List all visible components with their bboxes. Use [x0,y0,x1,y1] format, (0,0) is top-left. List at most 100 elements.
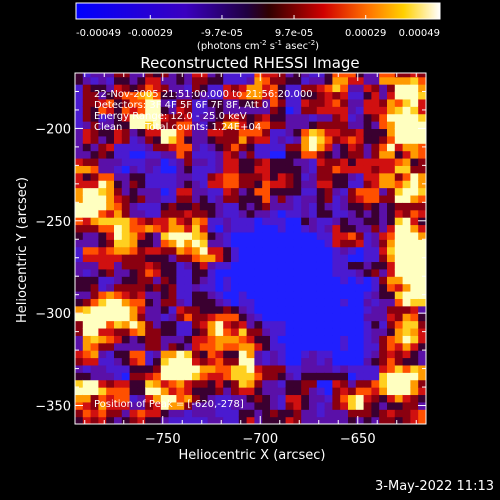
heatmap-cell [199,335,209,344]
heatmap-cell [332,98,341,107]
heatmap-cell [238,364,248,373]
heatmap-cell [238,135,248,144]
heatmap-cell [394,387,404,396]
heatmap-cell [316,76,326,85]
heatmap-cell [231,246,240,255]
heatmap-cell [418,372,426,381]
heatmap-cell [355,231,365,240]
heatmap-cell [293,387,302,396]
heatmap-cell [355,98,365,107]
heatmap-cell [207,76,216,85]
heatmap-cell [106,416,115,424]
heatmap-cell [410,335,419,344]
heatmap-cell [324,150,333,159]
heatmap-cell [355,239,365,248]
heatmap-cell [199,224,209,233]
heatmap-cell [129,364,138,373]
heatmap-cell [106,150,115,159]
heatmap-cell [145,187,154,196]
heatmap-cell [137,276,146,285]
heatmap-cell [207,231,216,240]
heatmap-cell [332,372,341,381]
heatmap-cell [418,305,426,314]
heatmap-cell [355,313,365,322]
heatmap-cell [129,320,138,329]
heatmap-cell [207,98,216,107]
heatmap-cell [324,357,333,366]
heatmap-cell [309,276,318,285]
heatmap-cell [231,73,240,78]
heatmap-cell [316,180,326,189]
heatmap-cell [285,165,294,174]
heatmap-cell [121,187,131,196]
heatmap-cell [238,357,248,366]
heatmap-cell [176,224,185,233]
heatmap-cell [106,217,115,226]
heatmap-cell [348,202,357,211]
heatmap-cell [98,91,107,100]
heatmap-cell [207,121,216,130]
heatmap-cell [402,209,411,218]
heatmap-cell [121,172,131,181]
heatmap-cell [324,335,333,344]
heatmap-cell [176,290,185,299]
heatmap-cell [215,98,224,107]
heatmap-cell [371,313,380,322]
heatmap-cell [129,209,138,218]
heatmap-cell [324,313,333,322]
heatmap-cell [387,91,396,100]
heatmap-cell [316,73,326,78]
heatmap-cell [238,202,248,211]
heatmap-cell [309,224,318,233]
heatmap-cell [184,113,193,122]
heatmap-cell [270,113,279,122]
heatmap-cell [262,194,271,203]
heatmap-cell [137,121,146,130]
heatmap-cell [82,187,92,196]
heatmap-cell [285,298,294,307]
heatmap-cell [184,172,193,181]
heatmap-cell [121,231,131,240]
heatmap-cell [192,350,201,359]
heatmap-cell [145,98,154,107]
heatmap-cell [277,73,287,78]
heatmap-cell [402,76,411,85]
heatmap-cell [168,113,177,122]
heatmap-cell [184,409,193,418]
heatmap-cell [223,283,232,292]
heatmap-cell [316,409,326,418]
heatmap-cell [90,98,99,107]
heatmap-cell [176,320,185,329]
heatmap-cell [168,180,177,189]
heatmap-cell [121,313,131,322]
heatmap-cell [270,261,279,270]
heatmap-cell [332,180,341,189]
heatmap-cell [215,180,224,189]
heatmap-cell [332,327,341,336]
heatmap-cell [184,246,193,255]
heatmap-cell [246,165,255,174]
heatmap-cell [371,121,380,130]
heatmap-cell [160,84,170,93]
heatmap-cell [215,84,224,93]
heatmap-cell [176,327,185,336]
heatmap-cell [75,298,84,307]
heatmap-cell [90,113,99,122]
heatmap-cell [176,150,185,159]
heatmap-cell [238,76,248,85]
heatmap-cell [153,239,162,248]
heatmap-cell [192,194,201,203]
heatmap-cell [371,98,380,107]
heatmap-cell [371,276,380,285]
heatmap-cell [254,84,263,93]
heatmap-cell [332,187,341,196]
heatmap-cell [207,276,216,285]
heatmap-cell [184,357,193,366]
heatmap-cell [324,320,333,329]
heatmap-cell [402,231,411,240]
heatmap-cell [363,121,372,130]
heatmap-cell [324,157,333,166]
heatmap-cell [363,261,372,270]
heatmap-cell [371,224,380,233]
heatmap-cell [246,84,255,93]
